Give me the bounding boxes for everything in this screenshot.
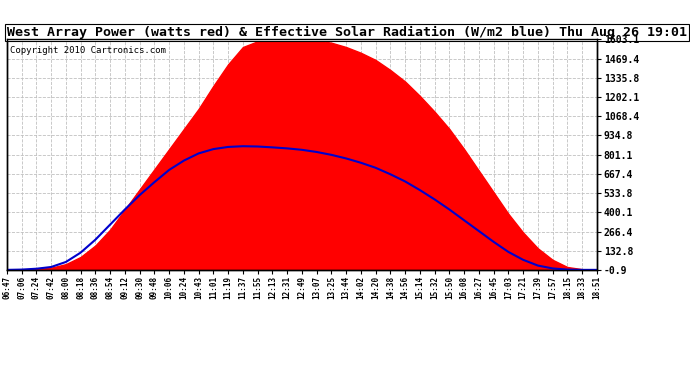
Text: West Array Power (watts red) & Effective Solar Radiation (W/m2 blue) Thu Aug 26 : West Array Power (watts red) & Effective…	[7, 26, 687, 39]
Text: Copyright 2010 Cartronics.com: Copyright 2010 Cartronics.com	[10, 46, 166, 55]
